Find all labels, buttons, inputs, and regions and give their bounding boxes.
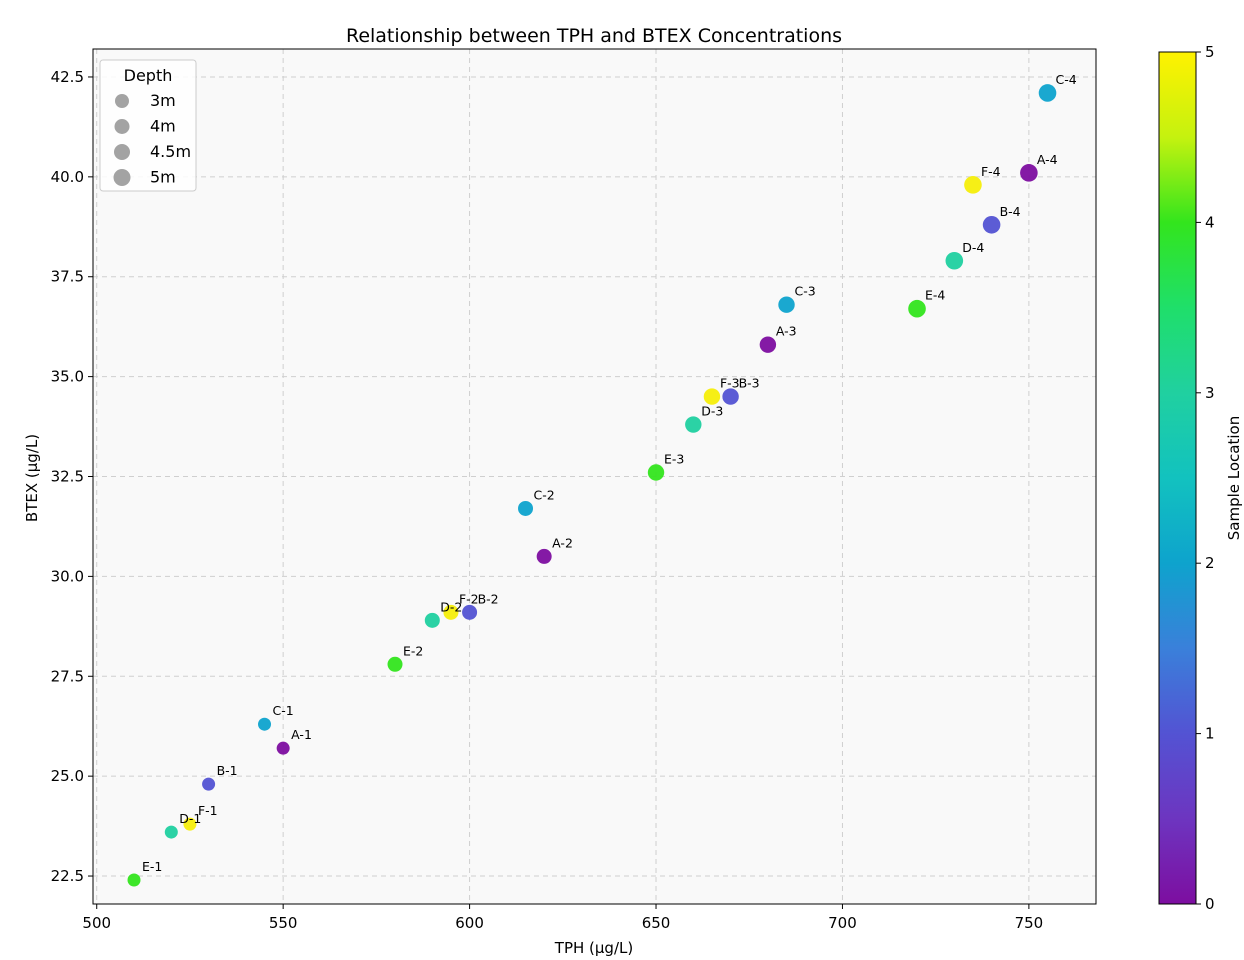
data-point (462, 604, 478, 620)
legend-entry-label: 5m (150, 168, 176, 187)
data-point (424, 612, 440, 628)
data-point-label: A-1 (291, 727, 312, 742)
data-point (258, 717, 272, 731)
data-point (647, 464, 665, 481)
legend-marker (115, 94, 129, 108)
x-tick-label: 700 (828, 914, 857, 932)
legend-entries: 3m 4m 4.5m 5m (113, 91, 191, 187)
y-axis-label: BTEX (µg/L) (23, 434, 41, 522)
x-tick-label: 550 (269, 914, 298, 932)
data-point-label: E-3 (664, 452, 684, 467)
legend-entry-label: 4m (150, 117, 176, 136)
data-point (183, 817, 197, 831)
legend-entry-label: 4.5m (150, 142, 191, 161)
depth-legend: Depth 3m 4m 4.5m 5m (99, 59, 197, 192)
data-point (908, 299, 926, 318)
colorbar-tick-label: 0 (1205, 895, 1215, 913)
data-point (443, 604, 459, 620)
data-point-label: F-1 (198, 803, 218, 818)
data-point (964, 176, 982, 194)
data-point-label: B-2 (478, 591, 499, 606)
y-tick-label: 37.5 (51, 268, 84, 286)
data-point (703, 388, 721, 405)
y-axis-ticks: 22.5 25.0 27.5 30.0 32.5 35.0 37.5 40.0 42.5 (51, 68, 93, 885)
data-point-label: B-4 (1000, 204, 1021, 219)
data-point-label: E-1 (142, 859, 162, 874)
data-point-label: C-1 (273, 703, 294, 718)
data-point-label: E-4 (925, 288, 945, 303)
x-axis-ticks: 500 550 600 650 700 750 (82, 904, 1043, 932)
x-tick-label: 500 (82, 914, 111, 932)
data-point-label: D-1 (179, 811, 201, 826)
data-point (164, 825, 178, 839)
data-point (685, 416, 702, 433)
data-point (518, 500, 534, 516)
data-point (982, 215, 1001, 234)
legend-marker (114, 119, 130, 134)
data-point-label: F-2 (459, 591, 479, 606)
data-point-label: A-3 (776, 324, 797, 339)
colorbar-gradient (1158, 51, 1197, 905)
legend-entry-label: 3m (150, 91, 176, 110)
colorbar: 0 1 2 3 4 5 Sample Location (1158, 43, 1243, 913)
colorbar-ticks: 0 1 2 3 4 5 (1196, 43, 1215, 913)
legend-title: Depth (124, 66, 173, 85)
y-tick-label: 35.0 (51, 368, 84, 386)
colorbar-tick-label: 2 (1205, 554, 1215, 572)
data-point (1038, 84, 1057, 102)
x-tick-label: 600 (455, 914, 484, 932)
data-point-label: C-4 (1056, 72, 1077, 87)
data-point-label: C-3 (795, 284, 816, 299)
data-point-label: B-1 (217, 763, 238, 778)
colorbar-tick-label: 3 (1205, 384, 1215, 402)
data-point-label: E-2 (403, 643, 423, 658)
y-tick-label: 25.0 (51, 767, 84, 785)
data-point-label: C-2 (534, 487, 555, 502)
y-tick-label: 40.0 (51, 168, 84, 186)
legend-marker (114, 144, 130, 160)
data-point-label: A-4 (1037, 152, 1058, 167)
x-tick-label: 750 (1015, 914, 1044, 932)
y-tick-label: 27.5 (51, 667, 84, 685)
chart-title: Relationship between TPH and BTEX Concen… (346, 25, 842, 47)
data-point (536, 548, 552, 564)
legend-marker (113, 169, 131, 186)
x-axis-label: TPH (µg/L) (554, 939, 633, 956)
data-point-label: A-2 (552, 535, 573, 550)
colorbar-tick-label: 5 (1205, 43, 1215, 61)
colorbar-tick-label: 1 (1205, 725, 1215, 743)
y-tick-label: 30.0 (51, 567, 84, 585)
colorbar-tick-label: 4 (1205, 213, 1215, 231)
data-point-label: D-4 (962, 240, 984, 255)
x-tick-label: 650 (642, 914, 671, 932)
data-point-label: F-4 (981, 164, 1001, 179)
data-points (127, 84, 1057, 887)
y-tick-label: 22.5 (51, 867, 84, 885)
data-point-label: F-3 (720, 376, 740, 391)
data-point-label: B-3 (739, 376, 760, 391)
data-point (1020, 164, 1038, 182)
y-tick-label: 42.5 (51, 68, 84, 86)
data-point-label: D-3 (701, 404, 723, 419)
data-point-labels: A-1 B-1 C-1 D-1 E-1 F-1 A-2 B-2 C-2 D-2 E-2 F-2 A-3 B… (142, 72, 1077, 874)
y-tick-label: 32.5 (51, 468, 84, 486)
data-point-label: D-2 (440, 599, 462, 614)
data-point (759, 336, 777, 353)
data-point (722, 388, 739, 405)
data-point (127, 873, 141, 887)
data-point (202, 777, 216, 791)
data-point (387, 656, 403, 672)
data-point (945, 251, 964, 270)
plot-area (93, 49, 1096, 904)
colorbar-label: Sample Location (1225, 416, 1243, 540)
data-point (276, 741, 290, 755)
data-point (778, 296, 795, 313)
